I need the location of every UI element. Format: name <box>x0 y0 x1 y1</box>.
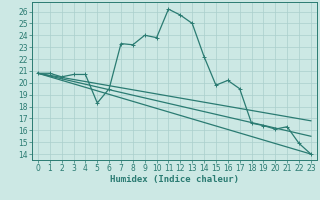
X-axis label: Humidex (Indice chaleur): Humidex (Indice chaleur) <box>110 175 239 184</box>
